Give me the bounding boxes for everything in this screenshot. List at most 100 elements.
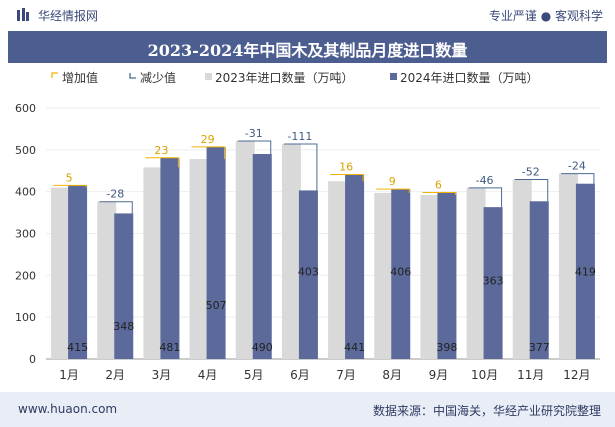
bar-2024-value-label: 419 [575, 265, 596, 278]
x-tick-label: 5月 [244, 368, 264, 382]
legend-label: 增加值 [62, 70, 98, 85]
bar-2024 [298, 190, 318, 359]
bar-2023 [281, 143, 301, 359]
y-axis: 0 100 200 300 400 500 600 [15, 102, 600, 366]
bar-2024 [68, 185, 88, 359]
bar-2023 [189, 159, 209, 359]
bar-2024 [114, 213, 134, 359]
y-tick-label: 400 [15, 186, 36, 199]
increase-bracket [330, 174, 364, 182]
change-label: 16 [339, 161, 353, 174]
increase-bracket [53, 184, 87, 188]
x-tick-label: 12月 [563, 368, 590, 382]
bar-2023 [235, 141, 255, 359]
bar-2024 [252, 154, 272, 359]
increase-bracket [376, 188, 410, 193]
y-tick-label: 300 [15, 228, 36, 241]
change-label: -28 [106, 188, 124, 201]
bar-2023 [328, 181, 348, 359]
x-tick-label: 6月 [290, 368, 310, 382]
x-tick-label: 9月 [429, 368, 449, 382]
change-label: 23 [154, 144, 168, 157]
bars: 415 348 481 507 490 403 441 406 398 363 377 419 [51, 141, 596, 359]
brand-logo-icon [17, 8, 29, 21]
bar-2024-value-label: 363 [483, 275, 504, 288]
bar-2024-value-label: 507 [206, 299, 227, 312]
change-label: -111 [287, 130, 312, 143]
bar-2024 [437, 192, 457, 359]
bar-2024-value-label: 348 [113, 320, 134, 333]
bar-2023 [374, 192, 394, 359]
data-source: 数据来源：中国海关，华经产业研究院整理 [372, 404, 601, 418]
increase-bracket [422, 192, 456, 196]
x-tick-label: 1月 [59, 368, 79, 382]
bar-2023 [466, 187, 486, 359]
bar-2023 [558, 173, 578, 359]
chart-title: 2023-2024年中国木及其制品月度进口数量 [147, 41, 468, 60]
chart-legend: 增加值 减少值 2023年进口数量（万吨） 2024年进口数量（万吨） [51, 70, 539, 85]
chart: 增加值 减少值 2023年进口数量（万吨） 2024年进口数量（万吨） 0 100 200… [15, 70, 600, 382]
y-tick-label: 600 [15, 102, 36, 115]
bar-2024-value-label: 377 [529, 341, 550, 354]
bar-2024 [391, 189, 411, 359]
change-label: 6 [435, 179, 442, 192]
decrease-bracket [468, 187, 503, 208]
x-axis: 1月 2月 3月 4月 5月 6月 7月 8月 9月 10月 11月 12月 [59, 368, 590, 382]
bar-2024 [345, 174, 365, 359]
bar-2024-value-label: 481 [159, 341, 180, 354]
change-label: -31 [245, 127, 263, 140]
bar-2024-value-label: 415 [67, 341, 88, 354]
bar-2024 [206, 146, 226, 359]
y-tick-label: 100 [15, 311, 36, 324]
change-markers: 5 -28 23 29 -31 -111 16 9 6 -46 -52 -24 [53, 127, 595, 214]
footer-url[interactable]: www.huaon.com [18, 402, 118, 416]
bar-2023 [420, 195, 440, 359]
change-label: 9 [389, 175, 396, 188]
bar-2024-value-label: 406 [390, 265, 411, 278]
title-bar: 2023-2024年中国木及其制品月度进口数量 [8, 31, 607, 63]
decrease-bracket [237, 140, 272, 155]
legend-decrease-icon [129, 73, 136, 79]
change-label: -52 [522, 166, 540, 179]
slogan: 专业严谨 ● 客观科学 [488, 9, 603, 23]
legend-label: 2024年进口数量（万吨） [400, 70, 539, 85]
legend-label: 2023年进口数量（万吨） [215, 70, 354, 85]
change-label: 29 [201, 133, 215, 146]
decrease-bracket [283, 143, 318, 191]
x-tick-label: 10月 [471, 368, 498, 382]
legend-swatch [390, 73, 397, 80]
decrease-bracket [560, 173, 595, 184]
decrease-bracket [99, 201, 133, 214]
y-tick-label: 500 [15, 144, 36, 157]
bar-2024-value-label: 490 [252, 341, 273, 354]
bar-2024 [483, 207, 503, 359]
top-bar: 华经情报网 专业严谨 ● 客观科学 [0, 0, 615, 30]
change-label: -24 [568, 160, 586, 173]
bar-2024 [160, 157, 180, 359]
decrease-bracket [514, 179, 549, 202]
change-label: -46 [476, 174, 494, 187]
y-tick-label: 200 [15, 269, 36, 282]
legend-swatch [205, 73, 212, 80]
footer: www.huaon.com 数据来源：中国海关，华经产业研究院整理 [0, 392, 615, 427]
x-tick-label: 7月 [336, 368, 356, 382]
bar-2023 [51, 187, 71, 359]
increase-bracket [191, 146, 226, 160]
bar-2023 [512, 179, 532, 359]
x-tick-label: 11月 [517, 368, 544, 382]
change-label: 5 [66, 171, 73, 184]
increase-bracket [145, 157, 179, 168]
bar-2024-value-label: 441 [344, 341, 365, 354]
bar-2024-value-label: 403 [298, 265, 319, 278]
bar-2024 [529, 201, 549, 359]
brand-name: 华经情报网 [38, 9, 99, 23]
y-tick-label: 0 [29, 353, 36, 366]
x-tick-label: 8月 [382, 368, 402, 382]
bar-2024-value-label: 398 [436, 341, 457, 354]
bar-2024 [575, 183, 595, 359]
legend-increase-icon [51, 72, 58, 78]
x-tick-label: 2月 [105, 368, 125, 382]
legend-label: 减少值 [140, 70, 176, 85]
bar-2023 [143, 167, 163, 359]
bar-2023 [97, 201, 117, 359]
